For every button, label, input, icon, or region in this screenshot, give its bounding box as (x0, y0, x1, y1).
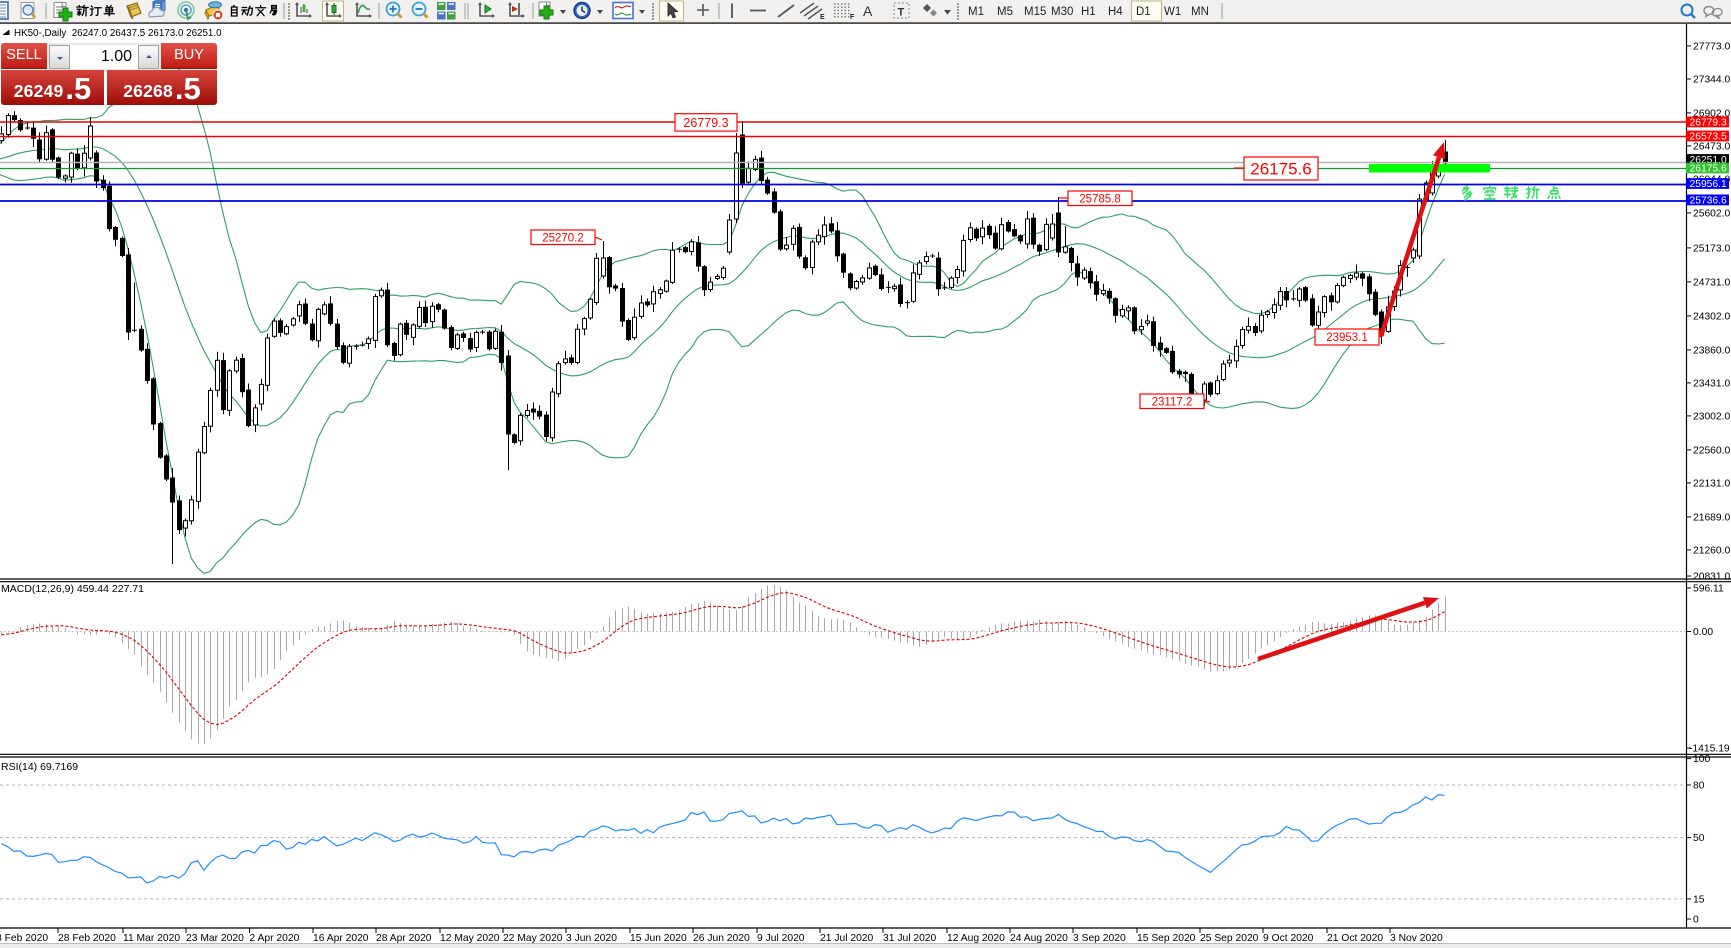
svg-text:T: T (898, 7, 905, 19)
svg-text:596.11: 596.11 (1693, 584, 1724, 595)
svg-text:A: A (863, 3, 873, 19)
svg-text:24 Aug 2020: 24 Aug 2020 (1010, 933, 1068, 944)
svg-text:28 Apr 2020: 28 Apr 2020 (376, 933, 432, 944)
svg-text:23431.0: 23431.0 (1693, 379, 1730, 390)
svg-text:HK50-,Daily 26247.0 26437.5 2: HK50-,Daily 26247.0 26437.5 26173.0 2625… (14, 28, 222, 39)
svg-text:2 Apr 2020: 2 Apr 2020 (250, 933, 300, 944)
svg-text:80: 80 (1693, 781, 1705, 792)
svg-text:100: 100 (1693, 754, 1710, 765)
svg-text:M15: M15 (1024, 6, 1046, 18)
svg-text:H1: H1 (1081, 6, 1096, 18)
svg-text:26 Jun 2020: 26 Jun 2020 (693, 933, 750, 944)
svg-text:21 Oct 2020: 21 Oct 2020 (1327, 933, 1383, 944)
svg-text:3 Feb 2020: 3 Feb 2020 (0, 933, 48, 944)
svg-text:26175.6: 26175.6 (1690, 164, 1727, 175)
svg-text:25956.1: 25956.1 (1690, 179, 1727, 190)
svg-text:26779.3: 26779.3 (683, 116, 728, 130)
svg-text:23953.1: 23953.1 (1326, 332, 1368, 344)
svg-text:12 May 2020: 12 May 2020 (440, 933, 500, 944)
svg-text:M30: M30 (1051, 6, 1073, 18)
svg-text:W1: W1 (1164, 6, 1181, 18)
svg-text:24731.0: 24731.0 (1693, 278, 1730, 289)
svg-text:25785.8: 25785.8 (1079, 193, 1121, 205)
svg-text:3 Nov 2020: 3 Nov 2020 (1390, 933, 1443, 944)
svg-text:26902.0: 26902.0 (1693, 109, 1730, 120)
svg-text:50: 50 (1693, 833, 1705, 844)
svg-text:27773.0: 27773.0 (1693, 42, 1730, 53)
svg-text:9 Oct 2020: 9 Oct 2020 (1263, 933, 1314, 944)
svg-text:25270.2: 25270.2 (542, 232, 584, 244)
svg-text:25 Sep 2020: 25 Sep 2020 (1200, 933, 1259, 944)
svg-text:F: F (850, 14, 855, 21)
svg-text:20831.0: 20831.0 (1693, 572, 1730, 583)
svg-text:21 Jul 2020: 21 Jul 2020 (820, 933, 874, 944)
svg-text:21260.0: 21260.0 (1693, 546, 1730, 557)
svg-text:16 Apr 2020: 16 Apr 2020 (313, 933, 369, 944)
svg-text:25736.6: 25736.6 (1690, 195, 1727, 206)
svg-text:26779.3: 26779.3 (1690, 117, 1727, 128)
svg-text:RSI(14) 69.7169: RSI(14) 69.7169 (1, 761, 78, 773)
svg-text:0.00: 0.00 (1693, 627, 1713, 638)
svg-text:23002.0: 23002.0 (1693, 412, 1730, 423)
svg-text:0: 0 (1693, 915, 1699, 926)
svg-text:MACD(12,26,9) 459.44 227.71: MACD(12,26,9) 459.44 227.71 (1, 583, 144, 595)
svg-text:11 Mar 2020: 11 Mar 2020 (123, 933, 180, 944)
svg-text:25173.0: 25173.0 (1693, 244, 1730, 255)
svg-text:22 May 2020: 22 May 2020 (503, 933, 563, 944)
svg-text:26175.6: 26175.6 (1250, 160, 1311, 179)
svg-text:H4: H4 (1108, 6, 1123, 18)
svg-text:31 Jul 2020: 31 Jul 2020 (883, 933, 937, 944)
svg-text:22560.0: 22560.0 (1693, 446, 1730, 457)
svg-text:22131.0: 22131.0 (1693, 479, 1730, 490)
svg-text:-1415.19: -1415.19 (1689, 744, 1730, 755)
svg-text:M5: M5 (997, 6, 1013, 18)
svg-text:26473.0: 26473.0 (1693, 142, 1730, 153)
svg-text:15 Jun 2020: 15 Jun 2020 (630, 933, 687, 944)
svg-text:26573.5: 26573.5 (1690, 132, 1727, 143)
svg-text:3 Sep 2020: 3 Sep 2020 (1073, 933, 1126, 944)
svg-text:15 Sep 2020: 15 Sep 2020 (1137, 933, 1196, 944)
svg-text:25602.0: 25602.0 (1693, 209, 1730, 220)
svg-text:23860.0: 23860.0 (1693, 346, 1730, 357)
svg-text:21689.0: 21689.0 (1693, 513, 1730, 524)
svg-text:27344.0: 27344.0 (1693, 75, 1730, 86)
svg-text:24302.0: 24302.0 (1693, 312, 1730, 323)
svg-text:3 Jun 2020: 3 Jun 2020 (566, 933, 617, 944)
svg-text:E: E (820, 14, 825, 21)
svg-text:M1: M1 (968, 6, 984, 18)
svg-text:28 Feb 2020: 28 Feb 2020 (58, 933, 116, 944)
svg-text:26251.0: 26251.0 (1690, 155, 1727, 166)
svg-text:23117.2: 23117.2 (1152, 396, 1193, 408)
svg-text:15: 15 (1693, 895, 1705, 906)
svg-text:9 Jul 2020: 9 Jul 2020 (757, 933, 805, 944)
svg-text:MN: MN (1191, 6, 1209, 18)
svg-text:D1: D1 (1136, 6, 1151, 18)
svg-text:23 Mar 2020: 23 Mar 2020 (186, 933, 244, 944)
svg-text:12 Aug 2020: 12 Aug 2020 (947, 933, 1005, 944)
